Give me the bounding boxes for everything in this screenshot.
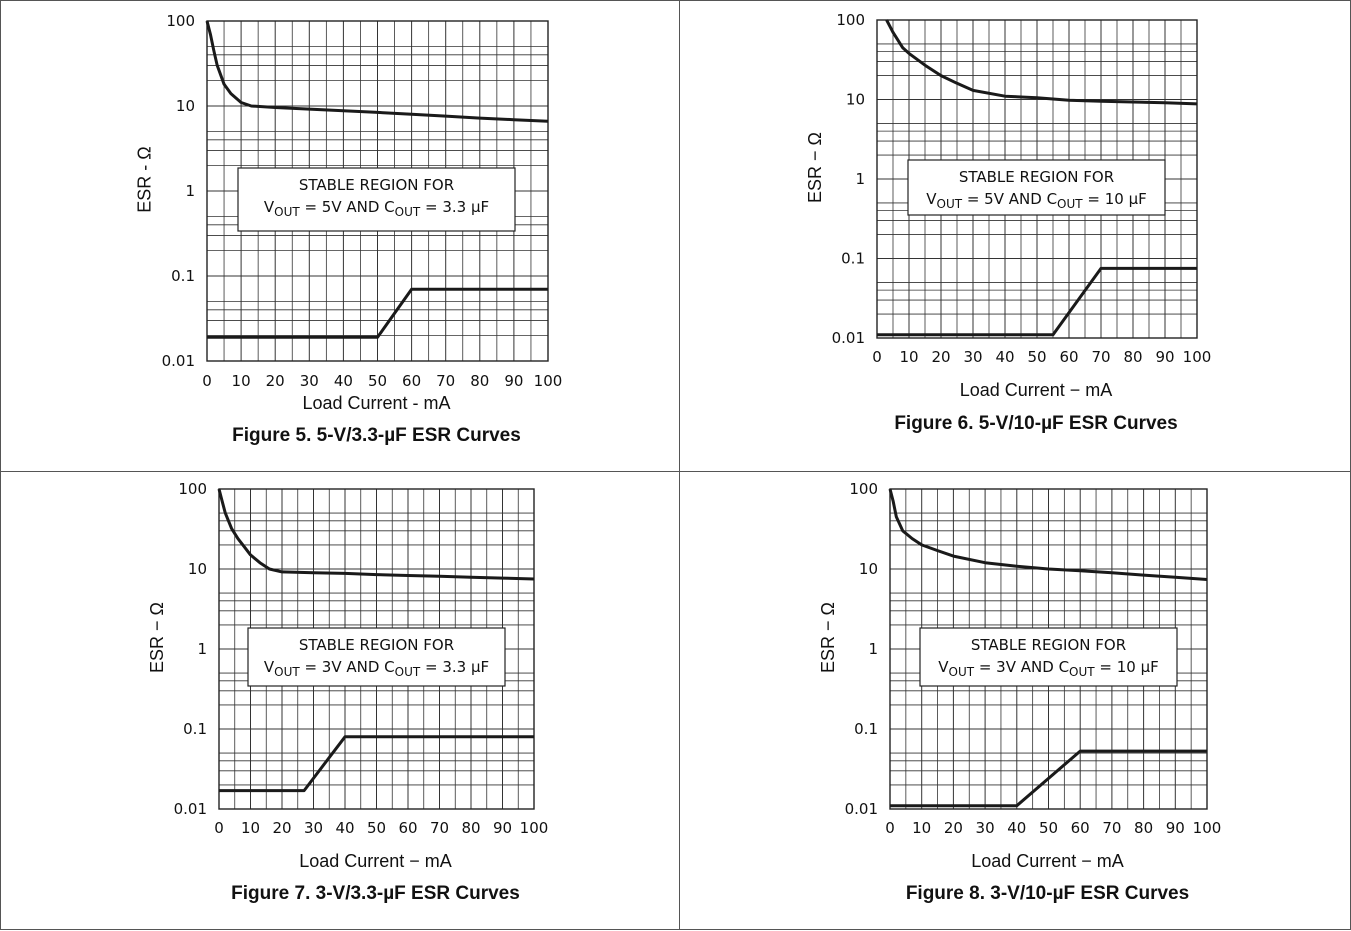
x-tick-label: 90 (493, 819, 512, 837)
x-tick-label: 30 (304, 819, 323, 837)
x-tick-label: 100 (534, 372, 563, 390)
x-tick-label: 70 (1102, 819, 1121, 837)
y-tick-label: 0.01 (174, 800, 207, 818)
x-tick-label: 10 (232, 372, 251, 390)
x-tick-label: 50 (1039, 819, 1058, 837)
y-tick-label: 10 (846, 91, 865, 109)
figure-panel-6: 0 10 20 30 40 50 60 70 80 90 100 100 10 1 0.1 0.01 STABL… (679, 0, 1351, 472)
x-tick-label: 50 (368, 372, 387, 390)
x-tick-label: 70 (436, 372, 455, 390)
y-tick-label: 0.1 (171, 267, 195, 285)
x-tick-label: 60 (1071, 819, 1090, 837)
x-tick-label: 40 (335, 819, 354, 837)
y-axis-label: ESR − Ω (804, 132, 825, 203)
x-tick-label: 100 (520, 819, 549, 837)
y-axis-label: ESR − Ω (146, 602, 167, 673)
y-tick-label: 100 (849, 480, 878, 498)
y-tick-label: 0.01 (162, 352, 195, 370)
x-tick-label: 20 (266, 372, 285, 390)
y-tick-label: 0.01 (832, 329, 865, 347)
x-tick-label: 40 (995, 348, 1014, 366)
x-tick-label: 20 (944, 819, 963, 837)
x-tick-label: 0 (872, 348, 882, 366)
x-tick-label: 30 (300, 372, 319, 390)
stable-region-title: STABLE REGION FOR (959, 168, 1114, 186)
x-tick-label: 90 (504, 372, 523, 390)
x-tick-label: 70 (1091, 348, 1110, 366)
figure-panel-5: 0 10 20 30 40 50 60 70 80 90 100 100 10 1 0.1 0.01 STABL… (0, 0, 680, 472)
x-tick-label: 100 (1193, 819, 1222, 837)
x-tick-label: 50 (367, 819, 386, 837)
figure-panel-7: 0 10 20 30 40 50 60 70 80 90 100 100 10 1 0.1 0.01 STABL… (0, 471, 680, 930)
x-tick-label: 60 (402, 372, 421, 390)
x-tick-label: 80 (1123, 348, 1142, 366)
x-axis-label: Load Current - mA (38, 393, 716, 414)
stable-region-title: STABLE REGION FOR (971, 636, 1126, 654)
x-axis-label: Load Current − mA (701, 380, 1351, 401)
x-tick-label: 10 (241, 819, 260, 837)
figure-caption: Figure 8. 3-V/10-µF ESR Curves (713, 883, 1351, 905)
stable-region-title: STABLE REGION FOR (299, 176, 454, 194)
x-tick-label: 30 (963, 348, 982, 366)
x-tick-label: 50 (1027, 348, 1046, 366)
y-tick-label: 0.1 (854, 720, 878, 738)
y-tick-label: 1 (197, 640, 207, 658)
x-tick-label: 100 (1183, 348, 1212, 366)
x-tick-label: 80 (461, 819, 480, 837)
x-axis-label: Load Current − mA (713, 851, 1351, 872)
y-tick-label: 100 (836, 11, 865, 29)
y-tick-label: 1 (855, 170, 865, 188)
y-tick-label: 10 (859, 560, 878, 578)
x-tick-label: 90 (1155, 348, 1174, 366)
y-tick-label: 0.01 (845, 800, 878, 818)
x-tick-label: 70 (430, 819, 449, 837)
x-tick-label: 0 (885, 819, 895, 837)
x-tick-label: 60 (1059, 348, 1078, 366)
x-tick-label: 90 (1166, 819, 1185, 837)
esr-chart-svg: 0 10 20 30 40 50 60 70 80 90 100 100 10 1 0.1 0.01 STABL… (680, 1, 1351, 473)
y-tick-label: 10 (176, 97, 195, 115)
x-axis-label: Load Current − mA (37, 851, 715, 872)
y-tick-label: 100 (178, 480, 207, 498)
y-tick-label: 100 (166, 12, 195, 30)
y-tick-label: 0.1 (841, 250, 865, 268)
x-tick-label: 30 (976, 819, 995, 837)
x-tick-label: 0 (202, 372, 212, 390)
y-tick-label: 10 (188, 560, 207, 578)
figure-caption: Figure 5. 5-V/3.3-µF ESR Curves (38, 425, 716, 447)
y-tick-label: 1 (868, 640, 878, 658)
x-tick-label: 60 (398, 819, 417, 837)
x-tick-label: 40 (1007, 819, 1026, 837)
figure-caption: Figure 7. 3-V/3.3-µF ESR Curves (37, 883, 715, 905)
figure-caption: Figure 6. 5-V/10-µF ESR Curves (701, 413, 1351, 435)
x-tick-label: 40 (334, 372, 353, 390)
y-axis-label: ESR − Ω (817, 602, 838, 673)
x-tick-label: 80 (470, 372, 489, 390)
x-tick-label: 0 (214, 819, 224, 837)
y-tick-label: 0.1 (183, 720, 207, 738)
y-axis-label: ESR - Ω (135, 146, 156, 212)
stable-region-title: STABLE REGION FOR (299, 636, 454, 654)
x-tick-label: 20 (272, 819, 291, 837)
y-tick-label: 1 (185, 182, 195, 200)
x-tick-label: 10 (899, 348, 918, 366)
figure-panel-8: 0 10 20 30 40 50 60 70 80 90 100 100 10 1 0.1 0.01 STABL… (679, 471, 1351, 930)
x-tick-label: 20 (931, 348, 950, 366)
x-tick-label: 10 (912, 819, 931, 837)
x-tick-label: 80 (1134, 819, 1153, 837)
